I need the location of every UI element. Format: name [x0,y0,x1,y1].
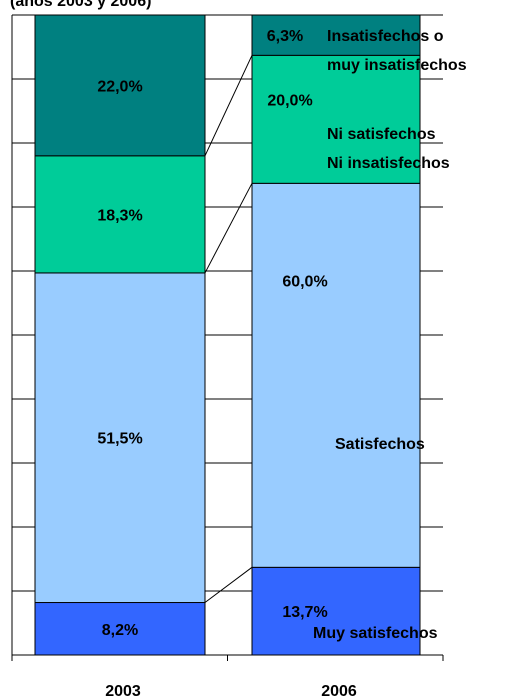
bar-segment [34,602,206,656]
bar-segment [251,14,421,56]
x-tick-label: 2003 [105,683,141,700]
legend-label: Insatisfechos o muy insatisfechos [327,28,467,74]
series-line [204,55,253,157]
bar-segment [251,54,421,184]
legend-line: muy insatisfechos [327,57,467,74]
value-label: 51,5% [97,431,142,448]
legend-label: Muy satisfechos [313,625,438,642]
legend-line: Ni insatisfechos [327,155,450,172]
legend-line: Insatisfechos o [327,28,444,45]
bar-segment [34,155,206,274]
legend-line: Ni satisfechos [327,126,436,143]
series-line [204,566,253,603]
chart-subtitle: (años 2003 y 2006) [10,0,151,10]
legend-label: Satisfechos [335,436,425,453]
legend-line: Muy satisfechos [313,625,438,642]
x-tick-label: 2006 [321,683,357,700]
value-label: 18,3% [97,207,142,224]
series-line [204,183,253,274]
value-label: 20,0% [267,92,312,109]
bar-segment [251,566,421,656]
value-label: 8,2% [102,622,138,639]
value-label: 6,3% [267,28,303,45]
legend-line: Satisfechos [335,436,425,453]
bar-segment [34,272,206,604]
bar-segment [34,14,206,157]
value-label: 13,7% [282,604,327,621]
legend-label: Ni satisfechos Ni insatisfechos [327,126,450,172]
value-label: 22,0% [97,78,142,95]
bar-segment [251,182,421,568]
value-label: 60,0% [282,273,327,290]
